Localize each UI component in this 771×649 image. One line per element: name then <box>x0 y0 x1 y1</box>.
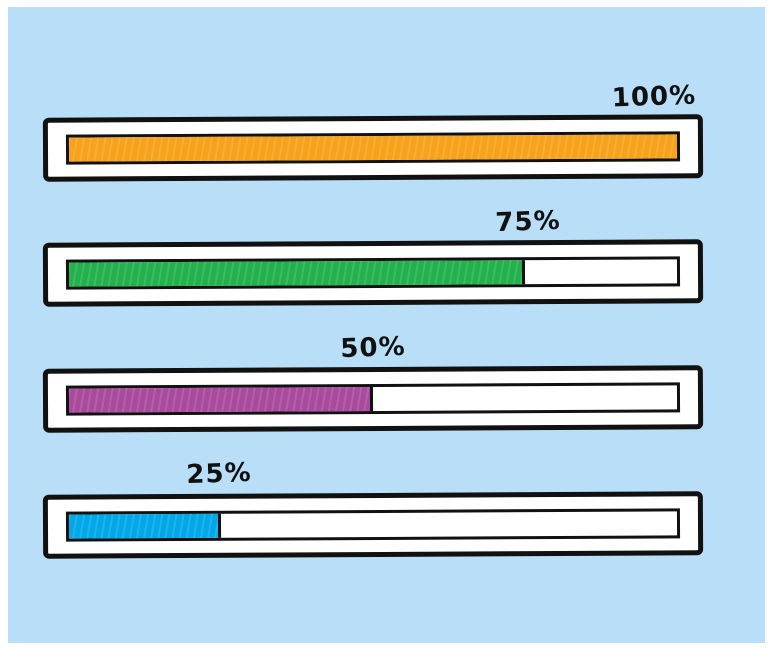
progress-fill <box>68 260 526 287</box>
progress-bar-75: 75% <box>42 205 704 307</box>
progress-fill <box>68 387 374 413</box>
progress-fill <box>68 513 222 539</box>
progress-bar-frame <box>42 491 704 559</box>
progress-bar-50: 50% <box>42 331 704 433</box>
progress-track <box>65 382 681 416</box>
illustration-canvas: 100% 75% 50% 25% <box>8 7 765 643</box>
progress-bar-frame <box>42 239 704 307</box>
progress-bar-100: 100% <box>42 80 704 182</box>
progress-bar-frame <box>42 365 704 433</box>
progress-track <box>65 256 681 290</box>
progress-label: 100% <box>611 80 697 114</box>
progress-fill <box>68 134 678 162</box>
progress-bar-frame <box>42 114 704 182</box>
progress-track <box>65 508 681 542</box>
progress-label: 75% <box>494 205 561 239</box>
progress-track <box>65 131 681 165</box>
progress-label: 25% <box>185 457 252 491</box>
progress-bar-25: 25% <box>42 457 704 559</box>
progress-label: 50% <box>339 331 407 365</box>
